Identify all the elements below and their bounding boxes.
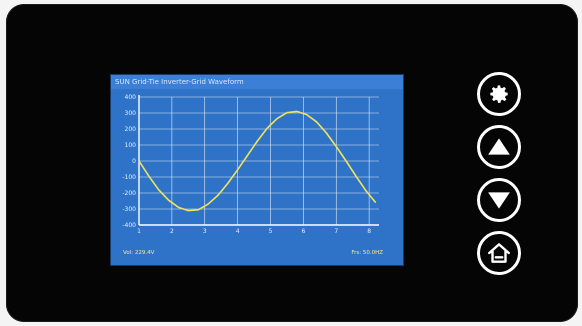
y-tick-label: 200 — [125, 126, 137, 133]
y-tick-label: -100 — [122, 174, 136, 181]
gear-icon — [490, 85, 508, 103]
home-button[interactable] — [477, 231, 521, 275]
y-tick-label: 400 — [125, 94, 137, 101]
lcd-screen: SUN Grid-Tie Inverter-Grid Waveform 400 3… — [110, 74, 404, 266]
y-tick-label: -200 — [122, 190, 136, 197]
down-button[interactable] — [477, 178, 521, 222]
y-tick-label: 100 — [125, 142, 137, 149]
x-tick-label: 7 — [334, 228, 338, 235]
x-tick-label: 6 — [301, 228, 305, 235]
x-tick-label: 2 — [170, 228, 174, 235]
waveform-line — [138, 110, 377, 212]
y-tick-label: -400 — [122, 222, 136, 229]
house-icon — [488, 243, 510, 263]
screen-title: SUN Grid-Tie Inverter-Grid Waveform — [111, 75, 403, 89]
triangle-up-icon — [488, 138, 510, 155]
voltage-readout: Vol: 229.4V — [123, 250, 155, 256]
x-tick-label: 4 — [236, 228, 240, 235]
settings-button[interactable] — [477, 72, 521, 116]
triangle-down-icon — [488, 192, 510, 209]
x-tick-label: 1 — [137, 228, 141, 235]
y-tick-label: 0 — [132, 158, 136, 165]
x-tick-label: 5 — [269, 228, 273, 235]
x-tick-label: 8 — [367, 228, 371, 235]
x-tick-label: 3 — [203, 228, 207, 235]
y-tick-label: -300 — [122, 206, 136, 213]
frequency-readout: Frs: 50.0HZ — [351, 250, 383, 256]
y-tick-label: 300 — [125, 110, 137, 117]
up-button[interactable] — [477, 125, 521, 169]
inverter-panel: SUN Grid-Tie Inverter-Grid Waveform 400 3… — [6, 4, 578, 322]
